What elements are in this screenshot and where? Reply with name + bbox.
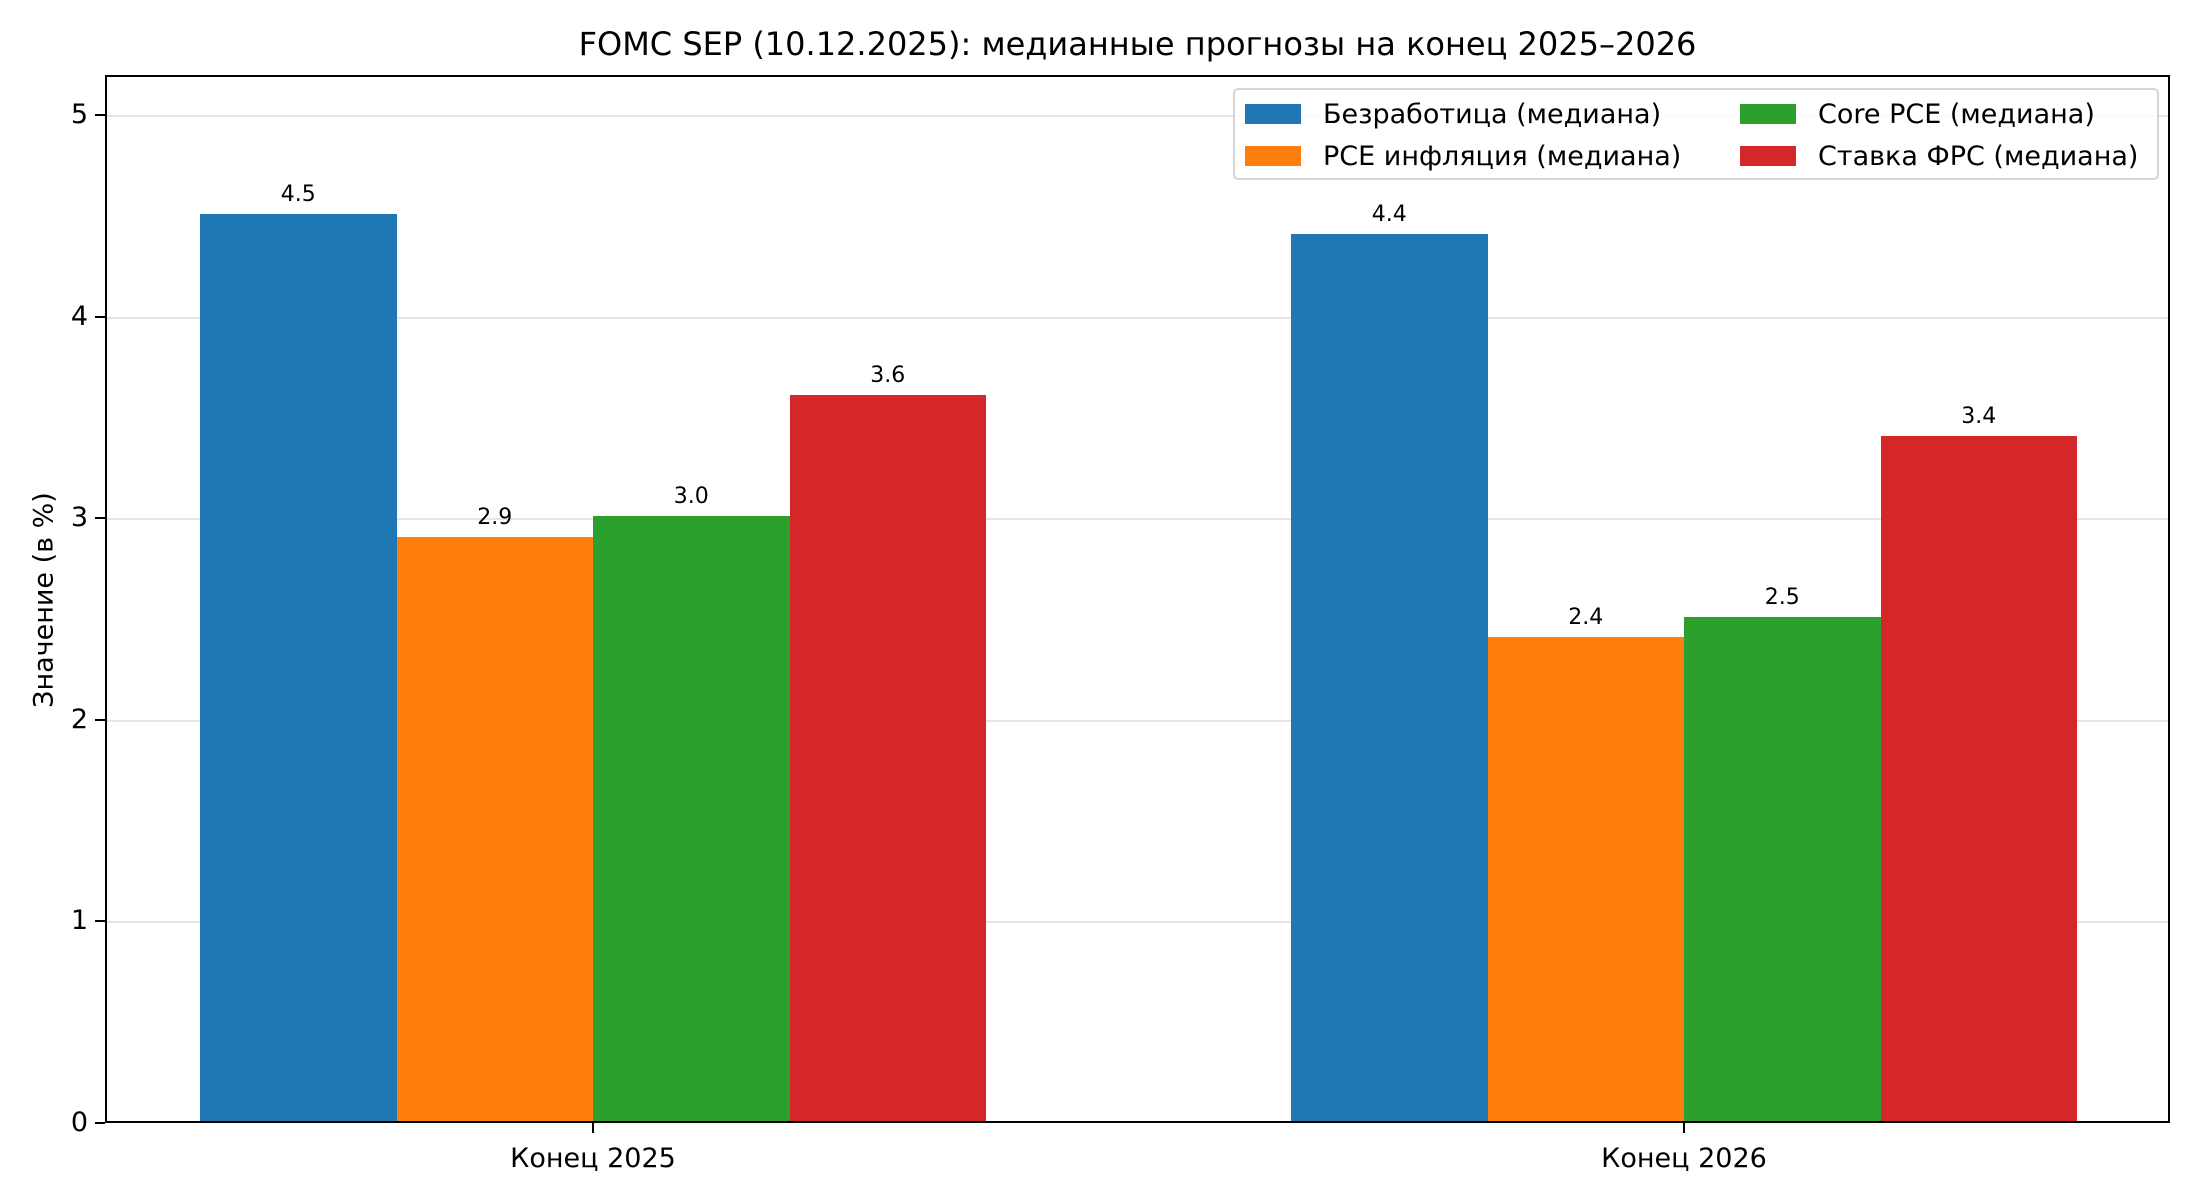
y-tick-label: 5 — [70, 99, 88, 131]
bar-value-label: 2.9 — [477, 504, 513, 530]
y-tick-label: 0 — [70, 1107, 88, 1138]
legend-item: Безработица (медиана) — [1245, 94, 1661, 134]
bar-value-label: 4.5 — [280, 182, 316, 208]
bar — [396, 536, 593, 1121]
gridline — [107, 719, 2168, 722]
bar-value-label: 3.0 — [673, 484, 709, 510]
legend-swatch-icon — [1245, 104, 1301, 124]
bar — [1880, 435, 2077, 1121]
legend-label: PCE инфляция (медиана) — [1323, 140, 1682, 172]
plot-area: 4.5 4.4 2.9 2.4 3.0 2.5 3.6 3.4 — [105, 75, 2170, 1123]
x-tick — [592, 1123, 594, 1133]
legend-item: Ставка ФРС (медиана) — [1740, 136, 2138, 176]
bar-value-label: 4.4 — [1371, 202, 1407, 228]
bar — [593, 516, 790, 1121]
bar — [1291, 234, 1488, 1121]
legend: Безработица (медиана) PCE инфляция (медиа… — [1233, 88, 2159, 180]
y-tick — [95, 315, 105, 318]
bar-value-label: 2.5 — [1764, 585, 1800, 611]
gridline — [107, 518, 2168, 521]
x-tick-label: Конец 2026 — [1601, 1143, 1767, 1174]
gridline — [107, 921, 2168, 924]
bar — [200, 214, 397, 1121]
legend-swatch-icon — [1740, 104, 1796, 124]
bar — [1487, 637, 1684, 1121]
gridline — [107, 316, 2168, 319]
bar-value-label: 3.4 — [1961, 403, 1997, 429]
y-tick — [95, 114, 105, 117]
legend-swatch-icon — [1740, 146, 1796, 166]
x-tick-label: Конец 2025 — [510, 1143, 676, 1174]
y-tick — [95, 718, 105, 721]
gridline — [107, 115, 2168, 118]
y-tick — [95, 517, 105, 520]
legend-label: Безработица (медиана) — [1323, 98, 1662, 130]
bar-value-label: 3.6 — [870, 363, 906, 389]
bar — [789, 395, 986, 1121]
legend-label: Ставка ФРС (медиана) — [1818, 140, 2139, 172]
y-tick — [95, 1122, 105, 1124]
bar — [1684, 617, 1881, 1121]
legend-label: Core PCE (медиана) — [1818, 98, 2095, 130]
y-tick-label: 1 — [70, 905, 88, 937]
y-tick — [95, 920, 105, 923]
chart-title: FOMC SEP (10.12.2025): медианные прогноз… — [578, 25, 1697, 63]
bar-value-label: 2.4 — [1568, 605, 1604, 631]
y-tick-label: 4 — [70, 300, 88, 332]
x-tick — [1683, 1123, 1685, 1133]
legend-item: Core PCE (медиана) — [1740, 94, 2095, 134]
y-tick-label: 2 — [70, 703, 88, 735]
y-tick-label: 3 — [70, 502, 88, 534]
legend-item: PCE инфляция (медиана) — [1245, 136, 1681, 176]
legend-swatch-icon — [1245, 146, 1301, 166]
